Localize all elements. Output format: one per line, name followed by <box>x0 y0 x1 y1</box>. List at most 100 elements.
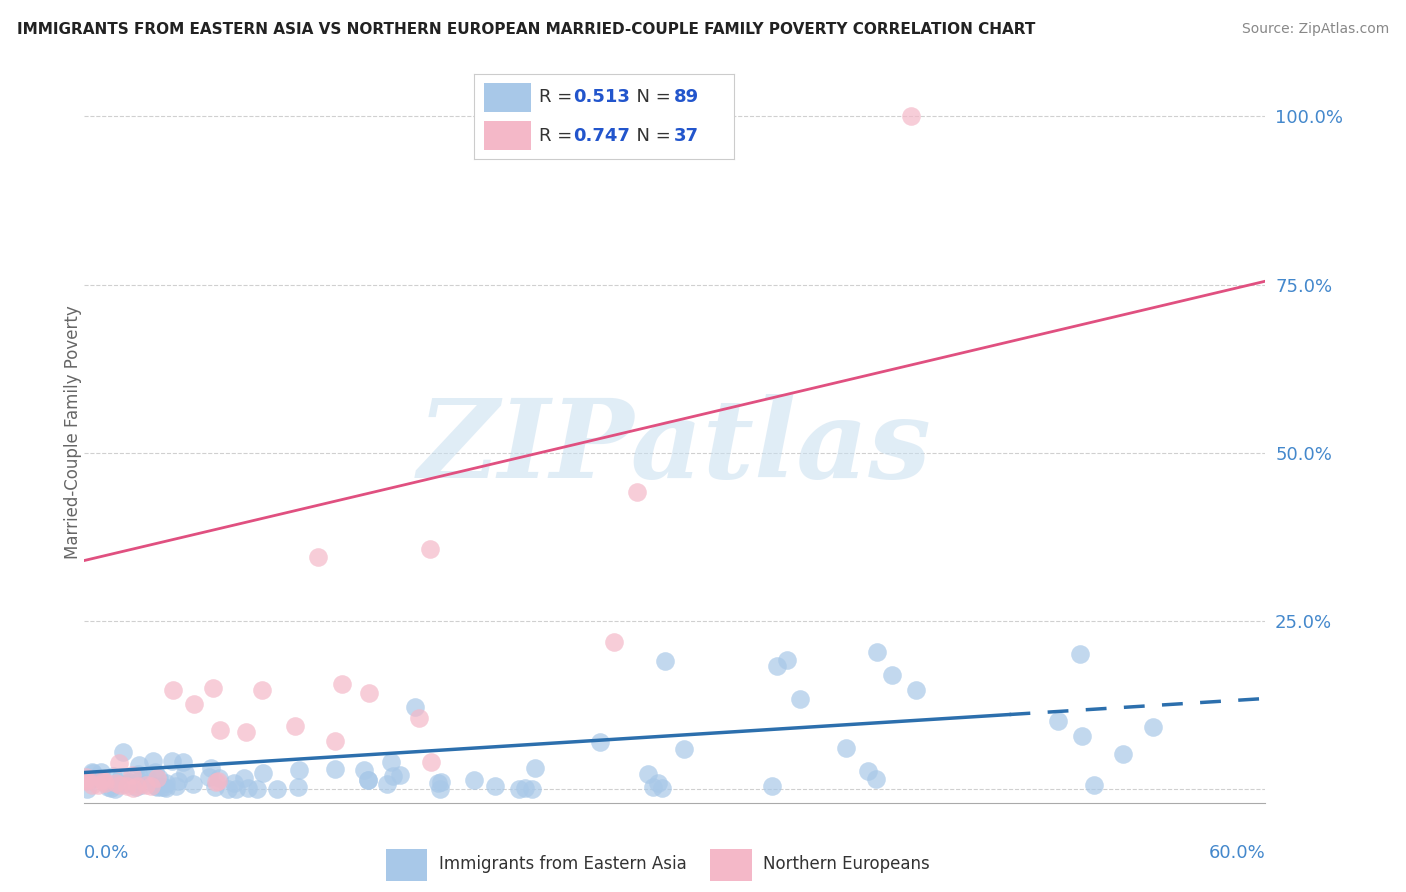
Point <box>856 764 879 779</box>
Point <box>105 776 128 790</box>
Point <box>209 723 232 738</box>
Point <box>357 773 380 788</box>
Point <box>589 735 612 749</box>
Point <box>637 767 659 781</box>
Point <box>165 779 187 793</box>
Point <box>463 772 485 787</box>
Point <box>325 734 347 748</box>
Point <box>900 109 922 123</box>
Point <box>651 780 673 795</box>
Point <box>148 772 170 786</box>
Point <box>266 781 288 796</box>
Text: 0.0%: 0.0% <box>84 844 129 862</box>
Point <box>238 780 260 795</box>
Point <box>76 774 98 789</box>
Point <box>420 755 443 769</box>
Point <box>835 741 858 756</box>
Point <box>104 781 127 796</box>
Point <box>672 742 695 756</box>
Point <box>90 764 112 779</box>
Point <box>776 653 799 667</box>
Text: IMMIGRANTS FROM EASTERN ASIA VS NORTHERN EUROPEAN MARRIED-COUPLE FAMILY POVERTY : IMMIGRANTS FROM EASTERN ASIA VS NORTHERN… <box>17 22 1035 37</box>
Point <box>761 779 783 793</box>
Point <box>97 780 120 795</box>
Point <box>125 780 148 795</box>
Text: Source: ZipAtlas.com: Source: ZipAtlas.com <box>1241 22 1389 37</box>
Point <box>419 541 441 556</box>
Point <box>330 676 353 690</box>
Point <box>181 777 204 791</box>
Point <box>654 654 676 668</box>
Point <box>129 778 152 792</box>
Point <box>76 782 98 797</box>
Point <box>246 782 269 797</box>
Point <box>198 770 221 784</box>
Point <box>284 719 307 733</box>
Point <box>146 772 169 786</box>
Point <box>127 780 149 794</box>
Point <box>121 781 143 796</box>
Y-axis label: Married-Couple Family Poverty: Married-Couple Family Poverty <box>65 306 82 559</box>
Point <box>356 772 378 787</box>
Point <box>484 780 506 794</box>
Point <box>136 770 159 784</box>
Point <box>233 772 256 786</box>
Point <box>224 776 246 790</box>
Point <box>641 780 664 794</box>
Point <box>524 761 547 775</box>
Point <box>789 692 811 706</box>
Point <box>155 780 177 795</box>
Point <box>146 780 169 794</box>
Point <box>1142 721 1164 735</box>
Point <box>93 774 115 789</box>
Point <box>381 769 404 783</box>
Point <box>430 774 453 789</box>
Point <box>389 768 412 782</box>
Text: 60.0%: 60.0% <box>1209 844 1265 862</box>
Point <box>880 668 903 682</box>
Point <box>1083 778 1105 792</box>
Point <box>107 756 129 770</box>
Point <box>408 711 430 725</box>
Point <box>200 761 222 775</box>
Point <box>167 774 190 789</box>
Text: ZIPatlas: ZIPatlas <box>418 393 932 501</box>
Point <box>150 780 173 795</box>
Point <box>91 773 114 788</box>
Point <box>1069 648 1091 662</box>
Point <box>121 768 143 782</box>
Point <box>183 697 205 711</box>
Point <box>75 771 97 785</box>
Point <box>225 781 247 796</box>
Point <box>252 683 274 698</box>
Point <box>380 755 402 769</box>
Point <box>155 776 177 790</box>
Point <box>404 699 426 714</box>
Point <box>145 764 167 779</box>
Point <box>93 776 115 790</box>
Point <box>205 775 228 789</box>
Point <box>110 778 132 792</box>
Point <box>115 779 138 793</box>
Point <box>252 766 274 780</box>
Point <box>128 758 150 772</box>
Point <box>100 780 122 795</box>
Point <box>515 781 537 796</box>
Point <box>359 686 381 700</box>
Point <box>288 763 311 777</box>
Point <box>323 762 346 776</box>
Point <box>87 778 110 792</box>
Point <box>202 681 225 695</box>
Point <box>204 780 226 794</box>
Point <box>83 771 105 785</box>
Point <box>429 781 451 796</box>
Point <box>75 772 97 787</box>
Point <box>508 781 530 796</box>
Point <box>375 777 398 791</box>
Point <box>287 780 309 794</box>
Point <box>427 776 450 790</box>
Point <box>766 659 789 673</box>
Point <box>82 766 104 780</box>
Point <box>114 777 136 791</box>
Point <box>865 772 887 786</box>
